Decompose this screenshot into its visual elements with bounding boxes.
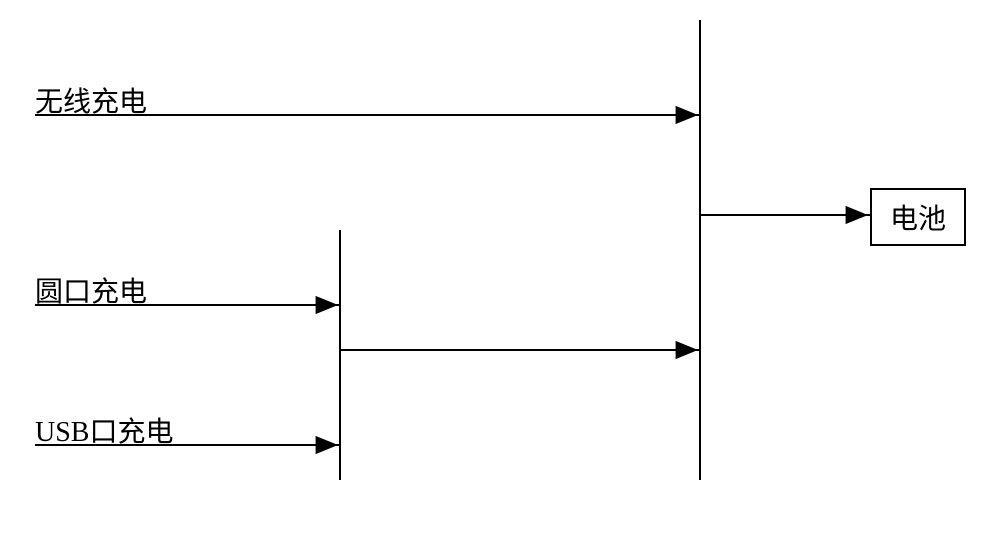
wireless-arrow-icon [676,106,698,124]
round-port-arrow-icon [316,296,338,314]
usb-port-arrow-icon [316,436,338,454]
battery-arrow-icon [846,206,868,224]
mid-connector-arrow-icon [676,341,698,359]
usb-port-charging-label: USB口充电 [35,410,173,450]
diagram-canvas: 无线充电 圆口充电 USB口充电 电池 [0,0,1000,535]
battery-box: 电池 [870,188,966,246]
diagram-svg [0,0,1000,535]
battery-label: 电池 [890,197,946,237]
wireless-charging-label: 无线充电 [35,80,147,120]
round-port-charging-label: 圆口充电 [35,270,147,310]
